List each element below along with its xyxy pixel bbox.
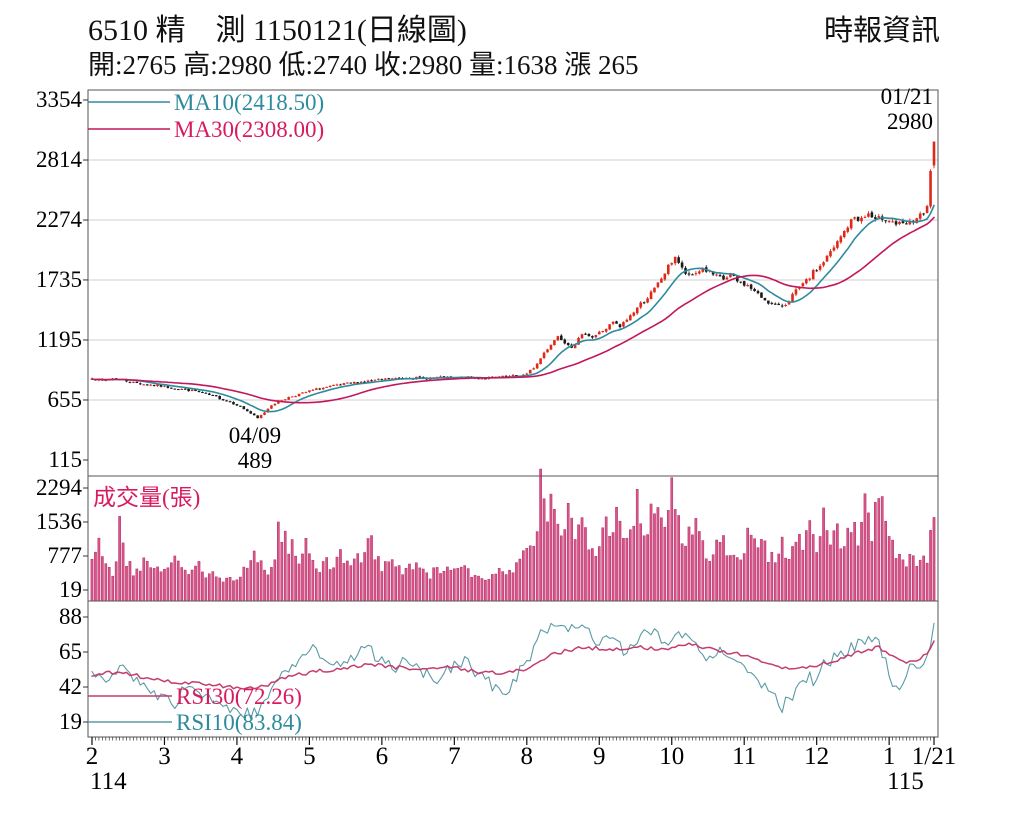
- ma30-legend-label: MA30(2308.00): [174, 117, 325, 142]
- trough-annotation: 04/09 489: [205, 423, 305, 473]
- rsi10-legend-label: RSI10(83.84): [176, 710, 302, 735]
- volume-panel-label: 成交量(張): [93, 485, 201, 510]
- trough-value: 489: [237, 448, 273, 473]
- peak-annotation: 01/21 2980: [820, 84, 933, 134]
- peak-value: 2980: [887, 109, 933, 134]
- trough-date: 04/09: [228, 423, 282, 448]
- peak-date: 01/21: [880, 84, 933, 109]
- page-title: 6510 精 測 1150121(日線圖): [88, 14, 467, 47]
- source-label: 時報資訊: [823, 15, 940, 47]
- rsi30-legend-label: RSI30(72.26): [176, 684, 302, 709]
- quote-info: 開:2765 高:2980 低:2740 收:2980 量:1638 漲 265: [88, 50, 639, 80]
- ma10-legend-label: MA10(2418.50): [174, 90, 325, 115]
